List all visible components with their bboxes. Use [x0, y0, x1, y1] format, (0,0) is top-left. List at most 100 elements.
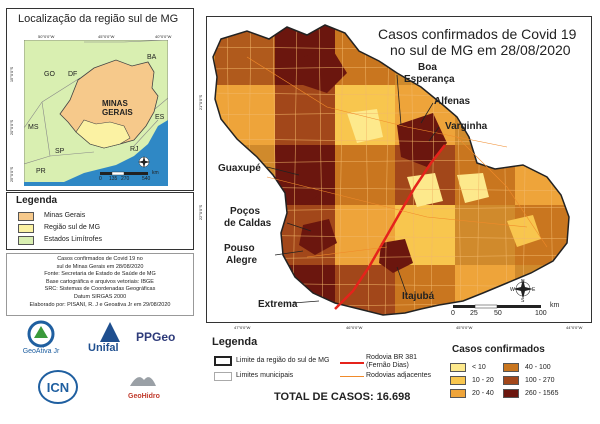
class-swatch	[450, 389, 466, 398]
credit-line: Base cartográfica e arquivos vetoriais: …	[46, 278, 154, 285]
main-map-frame	[206, 16, 592, 323]
municipal-limit-label: Limites municipais	[236, 372, 294, 379]
credit-line: Casos confirmados de Covid 19 no	[57, 256, 143, 262]
class-swatch	[503, 389, 519, 398]
state-label-rj: RJ	[130, 146, 139, 153]
credits-box: Casos confirmados de Covid 19 no sul de …	[6, 253, 194, 316]
class-swatch	[450, 376, 466, 385]
icn-logo: ICN	[38, 370, 78, 404]
minas-label: GERAIS	[102, 108, 133, 117]
state-label-es: ES	[155, 114, 165, 121]
inset-scale-tick: 270	[121, 176, 130, 182]
map-compass-label: E	[532, 287, 536, 293]
legend-swatch-states	[18, 236, 34, 245]
inset-map	[24, 40, 168, 186]
city-label-boa-esperanca: Boa	[418, 62, 437, 73]
map-grid-label: 46°0'0"W	[346, 325, 363, 330]
inset-north-arrow	[138, 156, 150, 168]
inset-grid-label: 45°0'0"W	[98, 34, 115, 39]
map-scale-tick: 50	[494, 310, 502, 317]
highway-swatch	[340, 362, 364, 364]
credit-line: Elaborado por: PISANI, R. J e Geoativa J…	[29, 301, 171, 308]
legend-label: Região sul de MG	[44, 224, 101, 231]
inset-grid-label: 20°0'0"S	[9, 119, 15, 136]
class-swatch	[450, 363, 466, 372]
state-label-sp: SP	[55, 148, 65, 155]
city-label-pocos-de-caldas: Poços	[230, 206, 261, 217]
ppgeo-logo: PPGeo	[136, 330, 196, 352]
map-grid-label: 21°0'0"S	[198, 94, 204, 111]
unifal-logo: Unifal	[88, 322, 136, 362]
adjacent-roads-label: Rodovias adjacentes	[366, 372, 431, 379]
city-label-boa-esperanca: Esperança	[404, 74, 455, 85]
credit-line: sul de Minas Gerais em 28/08/2020	[56, 263, 144, 270]
class-label: 100 - 270	[525, 377, 555, 384]
total-cases: TOTAL DE CASOS: 16.698	[274, 391, 411, 403]
city-label-varginha: Varginha	[445, 121, 488, 132]
state-label-pr: PR	[36, 168, 46, 175]
map-title: Casos confirmados de Covid 19	[378, 26, 577, 42]
state-label-df: DF	[68, 71, 78, 78]
inset-scale-unit: km	[152, 170, 159, 176]
legend-swatch-minas	[18, 212, 34, 221]
geoativa-logo-text: GeoAtiva Jr	[22, 348, 60, 355]
class-label: 10 - 20	[472, 377, 494, 384]
inset-scale-tick: 135	[109, 176, 118, 182]
highway-br381	[334, 144, 446, 310]
state-label-ba: BA	[147, 54, 157, 61]
geoativa-logo: GeoAtiva Jr	[16, 320, 66, 366]
class-swatch	[503, 363, 519, 372]
credit-line: Fonte: Secretaria de Estado de Saúde de …	[44, 271, 156, 278]
municipal-limit-swatch	[214, 372, 232, 381]
highway-label: Rodovia BR 381	[366, 354, 417, 361]
inset-grid-label: 25°0'0"S	[9, 166, 15, 183]
class-label: < 10	[472, 364, 486, 371]
inset-scale-tick: 0	[99, 176, 102, 182]
city-label-pouso-alegre: Alegre	[226, 255, 258, 266]
inset-grid-label: 40°0'0"W	[155, 34, 172, 39]
map-grid-label: 47°0'0"W	[234, 325, 251, 330]
adjacent-roads	[246, 56, 548, 258]
left-legend-title: Legenda	[16, 195, 58, 206]
classes-title: Casos confirmados	[452, 344, 545, 355]
legend-label: Minas Gerais	[44, 212, 86, 219]
inset-grid-label: 50°0'0"W	[38, 34, 55, 39]
inset-title: Localização da região sul de MG	[18, 13, 179, 25]
state-label-go: GO	[44, 71, 55, 78]
legend-label: Estados Limítrofes	[44, 236, 102, 243]
map-scale-tick: 0	[451, 310, 455, 317]
class-label: 260 - 1565	[525, 390, 559, 397]
inset-scale-tick: 540	[142, 176, 151, 182]
city-label-guaxupe: Guaxupé	[218, 163, 261, 174]
map-scale-unit: km	[550, 302, 560, 309]
main-map	[212, 24, 570, 316]
class-label: 20 - 40	[472, 390, 494, 397]
adjacent-roads-swatch	[340, 376, 364, 377]
city-label-alfenas: Alfenas	[434, 96, 471, 107]
map-compass-label: S	[521, 298, 525, 304]
region-boundary	[212, 24, 570, 316]
legend-swatch-south	[18, 224, 34, 233]
left-legend	[6, 192, 194, 250]
geohidro-logo-text: GeoHidro	[128, 393, 160, 400]
south-mg-shape	[75, 119, 131, 149]
map-scale-tick: 100	[535, 310, 547, 317]
city-label-pouso-alegre: Pouso	[224, 243, 255, 254]
minas-label: MINAS	[102, 99, 128, 108]
credit-line: Datum SIRGAS 2000	[73, 293, 127, 300]
state-label-ms: MS	[28, 124, 39, 131]
icn-logo-text: ICN	[46, 379, 70, 395]
region-limit-label: Limite da região do sul de MG	[236, 357, 330, 364]
map-scale-tick: 25	[470, 310, 478, 317]
main-north-arrow	[513, 279, 533, 299]
map-grid-label: 44°0'0"W	[566, 325, 583, 330]
class-label: 40 - 100	[525, 364, 551, 371]
city-label-extrema: Extrema	[258, 299, 298, 310]
map-grid-label: 45°0'0"W	[456, 325, 473, 330]
class-swatch	[503, 376, 519, 385]
region-limit-swatch	[214, 356, 232, 366]
map-compass-label: N	[521, 279, 525, 285]
highway-label: (Fernão Dias)	[366, 362, 409, 369]
credit-line: SRC: Sistemas de Coordenadas Geográficas	[44, 286, 156, 293]
bottom-legend-title: Legenda	[212, 336, 258, 348]
